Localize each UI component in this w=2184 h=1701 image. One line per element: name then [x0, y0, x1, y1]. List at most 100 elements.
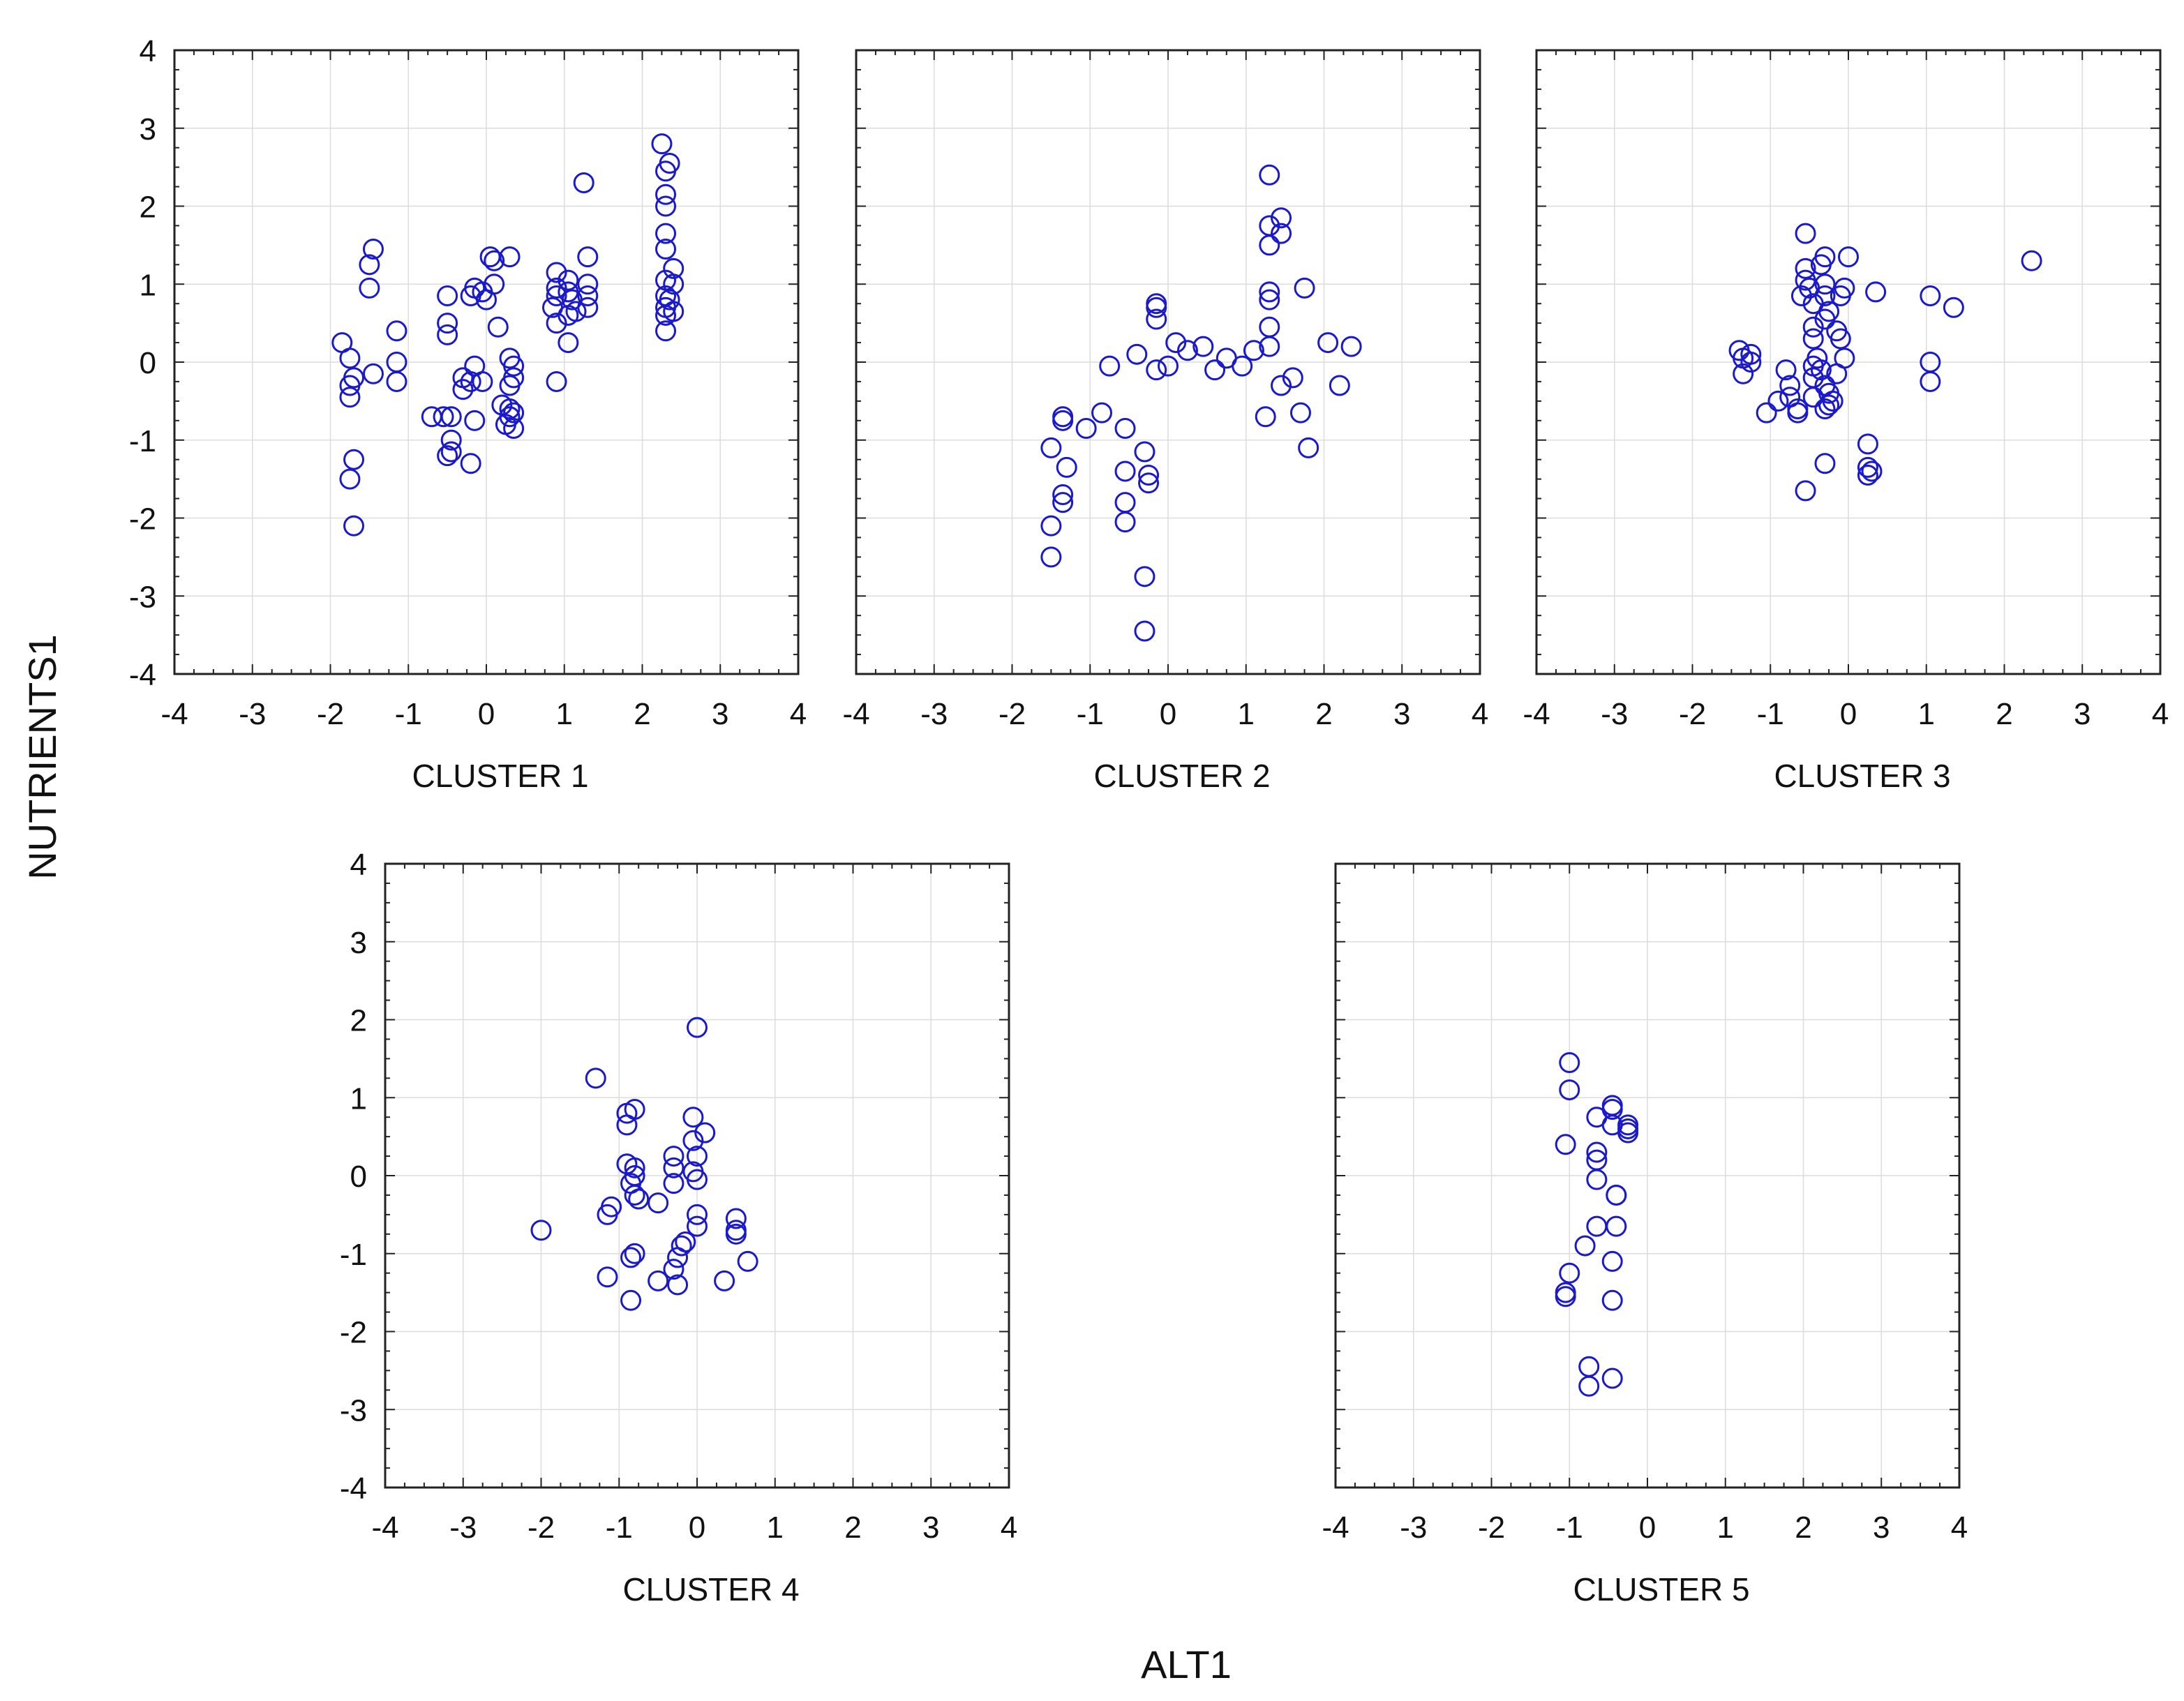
data-point	[362, 363, 384, 384]
x-tick-label: -1	[1556, 1511, 1583, 1545]
data-point	[484, 273, 505, 295]
data-point	[499, 375, 521, 396]
plot-frame	[1334, 862, 1961, 1489]
x-tick-label: 3	[1873, 1511, 1890, 1545]
data-point	[1114, 492, 1136, 514]
panel-title: CLUSTER 4	[622, 1571, 799, 1608]
y-tick-label: -3	[129, 580, 156, 614]
data-point	[1814, 246, 1836, 268]
data-point	[386, 320, 407, 342]
plot-frame	[1535, 49, 2162, 675]
x-tick-label: 1	[767, 1511, 784, 1545]
x-tick-label: -2	[317, 697, 344, 731]
data-point	[1810, 359, 1832, 381]
data-point	[655, 238, 677, 260]
panel-title: CLUSTER 3	[1774, 758, 1950, 794]
y-tick-label: -1	[129, 424, 156, 458]
data-point	[1259, 164, 1280, 186]
data-point	[1040, 546, 1062, 568]
data-point	[663, 1157, 685, 1178]
data-point	[1740, 352, 1762, 373]
x-tick-label: -4	[371, 1511, 398, 1545]
x-tick-label: -2	[1478, 1511, 1505, 1545]
data-point	[1259, 336, 1280, 357]
data-point	[1814, 273, 1836, 295]
data-point	[1578, 1375, 1600, 1397]
data-point	[546, 370, 567, 392]
data-point	[725, 1220, 747, 1241]
x-tick-label: -3	[1400, 1511, 1427, 1545]
data-point	[1259, 316, 1280, 338]
data-point	[1134, 441, 1155, 463]
data-point	[499, 246, 521, 268]
data-point	[682, 1107, 704, 1128]
data-point	[655, 223, 677, 244]
data-point	[440, 441, 462, 463]
data-point	[714, 1270, 735, 1291]
data-point	[1138, 472, 1160, 494]
data-point	[1586, 1169, 1608, 1190]
scatter-panel-5: -4 -3 -2 -1 0 1 2 3 4 CLUSTER 5	[1322, 862, 1968, 1608]
data-point	[725, 1208, 747, 1229]
y-tick-label: 0	[140, 346, 156, 380]
panel-title: CLUSTER 5	[1573, 1571, 1749, 1608]
y-tick-label: 1	[350, 1081, 367, 1116]
y-tick-label: -2	[340, 1316, 367, 1350]
data-point	[1134, 620, 1155, 642]
data-point	[1767, 390, 1789, 412]
x-tick-label: -3	[1601, 697, 1628, 731]
data-point	[1138, 465, 1160, 486]
data-point	[1574, 1235, 1596, 1257]
panel-title: CLUSTER 1	[412, 758, 588, 794]
x-tick-label: 0	[1160, 697, 1176, 731]
data-point	[546, 313, 567, 334]
x-tick-label: 0	[689, 1511, 705, 1545]
x-tick-label: 0	[1639, 1511, 1656, 1545]
panel-title: CLUSTER 2	[1093, 758, 1270, 794]
x-tick-label: 2	[1795, 1511, 1811, 1545]
data-point	[663, 1146, 685, 1167]
x-tick-label: 4	[1951, 1511, 1968, 1545]
data-point	[343, 449, 365, 470]
data-point	[577, 297, 599, 318]
data-point	[655, 320, 677, 342]
x-tick-label: 2	[1996, 697, 2012, 731]
data-point	[1052, 406, 1074, 428]
x-tick-label: -2	[528, 1511, 555, 1545]
data-point	[1204, 359, 1226, 381]
plot-frame	[173, 49, 800, 675]
data-point	[1192, 336, 1214, 357]
data-point	[687, 1146, 708, 1167]
x-tick-label: 3	[922, 1511, 939, 1545]
data-point	[503, 417, 525, 439]
data-point	[1559, 1262, 1580, 1284]
data-point	[1052, 410, 1074, 431]
x-tick-label: -1	[606, 1511, 633, 1545]
y-tick-label: -3	[340, 1393, 367, 1428]
data-point	[687, 1017, 708, 1038]
x-tick-label: -4	[842, 697, 869, 731]
x-tick-label: -2	[998, 697, 1026, 731]
data-point	[620, 1247, 642, 1268]
data-point	[546, 262, 567, 283]
data-point	[655, 160, 677, 182]
data-point	[1555, 1286, 1576, 1307]
x-tick-label: 1	[1238, 697, 1255, 731]
data-point	[1606, 1184, 1627, 1206]
data-point	[1146, 308, 1167, 330]
data-point	[624, 1184, 645, 1206]
data-point	[577, 246, 599, 268]
data-point	[339, 347, 361, 369]
data-point	[1617, 1122, 1639, 1144]
data-point	[655, 195, 677, 217]
data-point	[1040, 437, 1062, 458]
data-point	[687, 1169, 708, 1190]
y-tick-label: -1	[340, 1238, 367, 1272]
data-point	[1271, 223, 1292, 244]
data-point	[1818, 394, 1840, 416]
y-tick-label: 2	[350, 1004, 367, 1038]
data-point	[1146, 297, 1167, 318]
data-point	[437, 313, 458, 334]
